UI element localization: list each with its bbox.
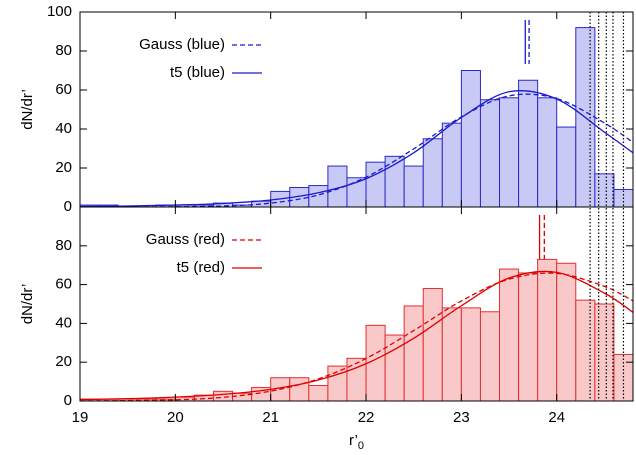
bar: [556, 126, 577, 207]
y-tick-label: 40: [55, 120, 72, 137]
bar: [460, 70, 481, 207]
bar: [518, 79, 539, 207]
legend-label: Gauss (red): [146, 231, 225, 248]
bar: [422, 287, 443, 401]
bar: [403, 305, 424, 401]
bar: [556, 262, 577, 401]
legend-label: Gauss (blue): [139, 36, 225, 53]
x-axis-label-main: r’: [349, 432, 358, 449]
bar: [289, 377, 310, 401]
plot: [80, 258, 633, 401]
bar: [441, 122, 462, 207]
legend-label: t5 (blue): [170, 64, 225, 81]
fit-curve: [80, 93, 633, 207]
y-tick-label: 20: [55, 159, 72, 176]
bar: [594, 303, 615, 401]
bar: [212, 390, 234, 401]
x-axis-label-sub: 0: [358, 440, 364, 452]
y-tick-label: 60: [55, 276, 72, 293]
bar: [403, 165, 424, 207]
bar: [537, 258, 558, 401]
legend-label: t5 (red): [177, 259, 225, 276]
bar: [499, 97, 520, 207]
plot: [80, 27, 633, 207]
x-axis-label: r’0: [349, 432, 364, 452]
y-tick-label: 40: [55, 314, 72, 331]
y-axis-label: dN/dr’: [19, 284, 36, 325]
x-tick-label: 19: [72, 409, 89, 426]
bar: [422, 138, 443, 207]
bar: [499, 268, 520, 401]
bar: [479, 311, 501, 401]
bar: [575, 299, 596, 401]
bar: [441, 307, 462, 401]
y-tick-label: 0: [64, 392, 72, 409]
bar: [308, 384, 329, 401]
y-tick-label: 80: [55, 237, 72, 254]
fit-curve: [80, 272, 633, 401]
x-tick-label: 23: [453, 409, 470, 426]
x-tick-label: 21: [262, 409, 279, 426]
y-tick-label: 60: [55, 81, 72, 98]
bar: [327, 365, 348, 401]
y-tick-label: 80: [55, 42, 72, 59]
bar: [460, 307, 481, 401]
x-tick-label: 24: [548, 409, 565, 426]
y-tick-label: 100: [47, 3, 72, 20]
bar: [594, 173, 615, 207]
frame: [79, 206, 634, 402]
y-axis-label: dN/dr’: [19, 89, 36, 130]
x-tick-label: 22: [358, 409, 375, 426]
y-tick-label: 20: [55, 353, 72, 370]
x-tick-label: 20: [167, 409, 184, 426]
y-tick-label: 0: [64, 198, 72, 215]
bar: [537, 97, 558, 207]
bar: [518, 272, 539, 401]
bar: [479, 99, 501, 207]
